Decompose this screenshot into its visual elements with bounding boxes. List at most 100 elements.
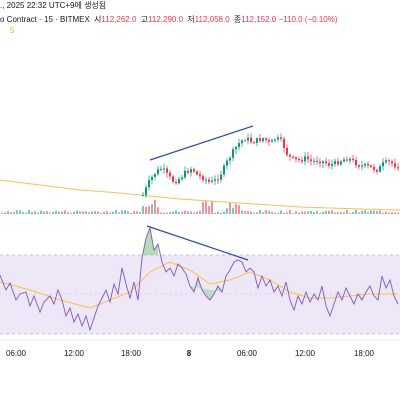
volume-bar xyxy=(397,212,399,214)
candle xyxy=(343,157,345,163)
volume-bar xyxy=(34,211,36,214)
candle xyxy=(373,163,375,174)
candle xyxy=(334,158,336,167)
volume-bar xyxy=(115,210,117,214)
volume-bar xyxy=(262,212,264,214)
candle xyxy=(295,156,297,163)
candle xyxy=(166,165,168,178)
ohlc-high-label: 고 xyxy=(140,15,149,24)
volume-bar xyxy=(244,211,246,214)
candle xyxy=(232,146,234,162)
volume-bar xyxy=(388,212,390,214)
volume-bar xyxy=(280,210,282,214)
candle xyxy=(325,157,327,166)
candle xyxy=(286,144,288,157)
volume-bar xyxy=(109,212,111,214)
volume-bar xyxy=(241,210,243,214)
rsi-oversold-fill xyxy=(190,278,222,300)
volume-bar xyxy=(385,211,387,214)
candle xyxy=(250,133,252,145)
volume-bar xyxy=(292,212,294,214)
volume-bar xyxy=(220,212,222,214)
rsi-trendline[interactable] xyxy=(146,225,249,261)
candle xyxy=(172,174,174,184)
volume-bar xyxy=(277,212,279,214)
volume-bar xyxy=(268,210,270,214)
volume-bar xyxy=(208,205,210,214)
volume-bar xyxy=(214,212,216,214)
price-change: −110.0 (−0.10%) xyxy=(278,15,338,24)
volume-bar xyxy=(358,212,360,214)
chart-snapshot-timestamp: ., 2025 22:32 UTC+9에 생성됨 xyxy=(0,1,107,10)
volume-bar xyxy=(247,211,249,214)
volume-bar xyxy=(157,207,159,214)
volume-bar xyxy=(256,212,258,214)
rsi-moving-average-line xyxy=(0,261,398,309)
volume-bar xyxy=(133,211,135,214)
volume-bar xyxy=(94,211,96,214)
candle xyxy=(253,140,255,145)
volume-bar xyxy=(73,211,75,214)
candle xyxy=(304,151,306,166)
volume-bar xyxy=(181,211,183,214)
volume-bar xyxy=(184,210,186,214)
volume-bar xyxy=(349,212,351,214)
time-axis-tick: 06:00 xyxy=(5,349,27,358)
volume-bar xyxy=(163,212,165,214)
volume-bar xyxy=(286,212,288,214)
volume-bar xyxy=(28,210,30,214)
volume-bar xyxy=(124,210,126,214)
volume-bar xyxy=(85,211,87,214)
candle xyxy=(157,165,159,176)
candle xyxy=(256,137,258,147)
volume-bar xyxy=(319,212,321,214)
volume-bar xyxy=(346,210,348,214)
volume-bar xyxy=(31,211,33,214)
ohlc-open-value: 112,262.0 xyxy=(101,15,137,24)
ohlc-low-label: 저 xyxy=(187,15,195,24)
volume-bar xyxy=(16,210,18,214)
volume-bar xyxy=(301,211,303,214)
price-trendline[interactable] xyxy=(149,125,254,161)
time-axis-tick: 12:00 xyxy=(63,349,85,358)
candle xyxy=(349,157,351,165)
candle xyxy=(385,157,387,165)
candle xyxy=(340,159,342,167)
candle xyxy=(235,145,237,155)
indicator-legend-fragment: 5 xyxy=(10,26,15,35)
volume-bar xyxy=(196,211,198,214)
volume-bar xyxy=(175,210,177,214)
volume-bar xyxy=(76,210,78,214)
volume-bar xyxy=(25,212,27,214)
volume-bar xyxy=(373,210,375,214)
volume-bar xyxy=(310,210,312,214)
volume-bar xyxy=(79,211,81,214)
candle xyxy=(199,170,201,180)
volume-bar xyxy=(37,212,39,214)
volume-bar xyxy=(253,212,255,214)
volume-bar xyxy=(58,211,60,214)
candle xyxy=(160,166,162,172)
volume-bar xyxy=(172,211,174,214)
volume-bar xyxy=(307,211,309,214)
rsi-overbought-fill xyxy=(142,228,158,255)
volume-bar xyxy=(205,201,207,214)
candle xyxy=(184,166,186,180)
volume-bar xyxy=(376,211,378,214)
candle xyxy=(361,161,363,171)
volume-bar xyxy=(1,212,3,214)
volume-bar xyxy=(211,201,213,214)
candle xyxy=(316,156,318,165)
volume-bar xyxy=(337,212,339,214)
volume-bar xyxy=(382,212,384,214)
volume-bar xyxy=(361,210,363,214)
volume-bars xyxy=(1,199,399,214)
candle xyxy=(274,138,276,143)
candle xyxy=(397,163,399,171)
volume-bar xyxy=(178,211,180,214)
volume-bar xyxy=(343,212,345,214)
volume-bar xyxy=(265,210,267,214)
candle xyxy=(208,176,210,184)
volume-bar xyxy=(304,211,306,214)
